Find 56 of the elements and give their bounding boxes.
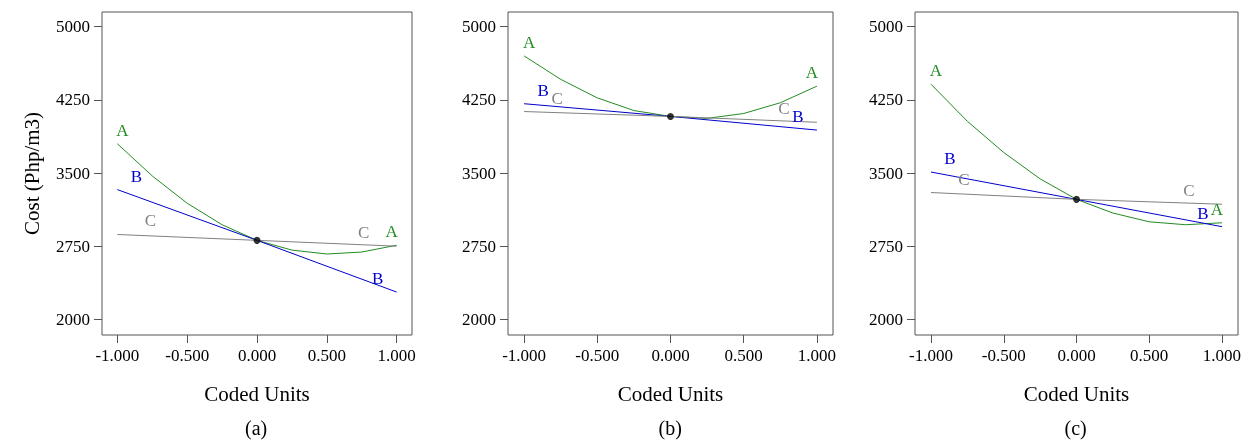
y-tick-label: 5000 (462, 17, 496, 37)
x-tick-label: 0.000 (1057, 346, 1096, 365)
y-tick-label: 2000 (56, 309, 90, 329)
y-tick-label: 2750 (869, 236, 903, 256)
y-tick-label: 5000 (56, 17, 90, 37)
x-tick-label: 0.500 (1130, 346, 1169, 365)
text: A (1210, 199, 1224, 219)
x-tick-label: -1.000 (502, 346, 547, 365)
x-axis-title: Coded Units (617, 381, 724, 406)
series-label: B (1197, 203, 1209, 223)
series-label: A (522, 32, 536, 52)
series-label: B (792, 107, 804, 127)
x-tick-label: 0.500 (724, 346, 763, 365)
series-label: A (385, 222, 399, 242)
x-tick-label: -0.500 (981, 346, 1026, 365)
x-tick-label: 0.000 (651, 346, 690, 365)
y-tick-label: 3500 (869, 163, 903, 183)
text: (b) (658, 417, 682, 440)
x-tick-label: 0.000 (237, 346, 277, 365)
y-tick-label: 4250 (462, 90, 496, 110)
line-series (116, 143, 398, 255)
y-tick-label: 2750 (56, 236, 90, 256)
series-label: C (1183, 181, 1195, 201)
x-tick-label: 1.000 (1202, 346, 1242, 365)
text: B (537, 80, 549, 100)
text: A (805, 63, 819, 83)
text: B (944, 149, 956, 169)
series-label: C (357, 223, 370, 243)
x-tick-label: 1.000 (797, 346, 837, 365)
y-tick-label: 4250 (869, 90, 903, 110)
text: A (116, 120, 129, 140)
series-label: C (778, 99, 790, 119)
text: (c) (1064, 417, 1087, 440)
y-tick-label: 3500 (462, 163, 496, 183)
series-label: B (371, 269, 384, 289)
x-tick-label: -0.500 (575, 346, 620, 365)
x-tick-label: -1.000 (909, 346, 953, 365)
x-tick-label: -1.000 (95, 346, 140, 365)
series-label: A (929, 61, 943, 81)
x-tick-label: -0.500 (165, 346, 210, 365)
x-axis-title: Coded Units (1023, 381, 1130, 406)
y-tick-label: 4250 (56, 90, 90, 110)
y-tick-label: 2750 (462, 236, 496, 256)
y-tick-label: 2000 (462, 309, 496, 329)
x-axis-title: Coded Units (204, 381, 310, 406)
text: B (130, 166, 143, 186)
line-series (930, 83, 1223, 226)
text: C (144, 211, 157, 231)
y-tick-label: 3500 (56, 163, 90, 183)
y-axis-title: Cost (Php/m3) (19, 111, 44, 236)
x-tick-label: 1.000 (377, 346, 416, 365)
text: (a) (245, 417, 268, 440)
y-tick-label: 5000 (869, 17, 903, 37)
text: C (551, 88, 563, 108)
x-tick-label: 0.500 (307, 346, 346, 365)
y-tick-label: 2000 (869, 309, 903, 329)
